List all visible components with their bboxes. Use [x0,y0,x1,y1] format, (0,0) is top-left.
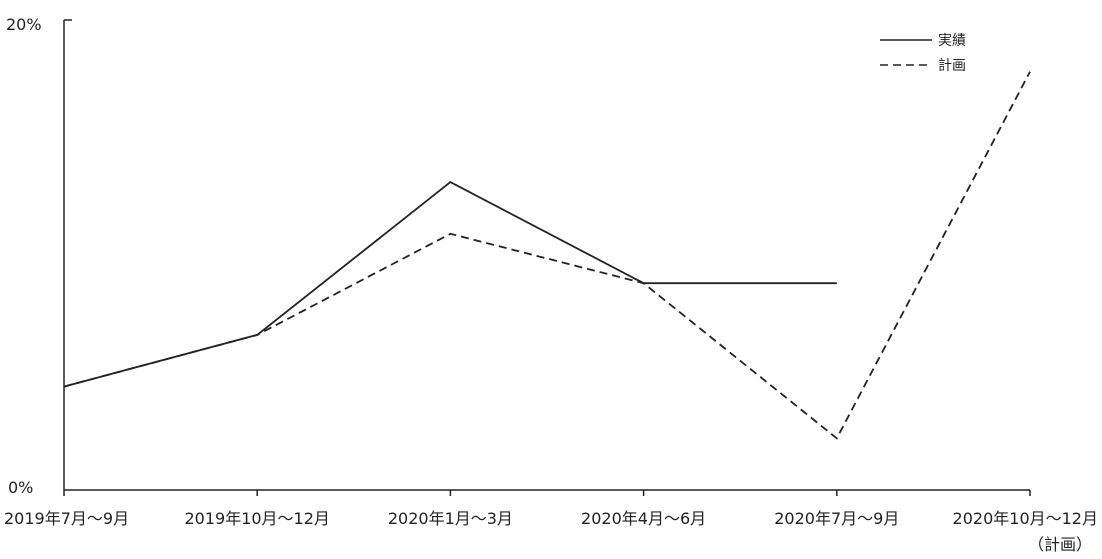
x-tick-label: 2020年10月～12月 [953,509,1098,528]
y-tick-label-min: 0% [8,478,33,497]
legend-label-actual: 実績 [938,33,966,49]
legend-label-plan: 計画 [938,58,966,74]
legend: 実績 計画 [880,33,966,74]
series-lines [63,71,1031,440]
x-tick-label: 2019年10月～12月 [184,509,329,528]
series-line-plan [63,71,1031,440]
x-ticks [63,490,1031,496]
x-tick-label: 2020年7月～9月 [774,509,899,528]
x-tick-label: 2020年1月～3月 [388,509,513,528]
x-tick-label: 2019年7月～9月 [4,509,129,528]
x-tick-sub-label: （計画） [1028,535,1092,554]
axes [63,19,1030,491]
x-tick-label: 2020年4月～6月 [581,509,706,528]
x-tick-labels: 2019年7月～9月 2019年10月～12月 2020年1月～3月 2020年4月～… [4,509,1098,554]
y-tick-label-max: 20% [6,15,42,34]
